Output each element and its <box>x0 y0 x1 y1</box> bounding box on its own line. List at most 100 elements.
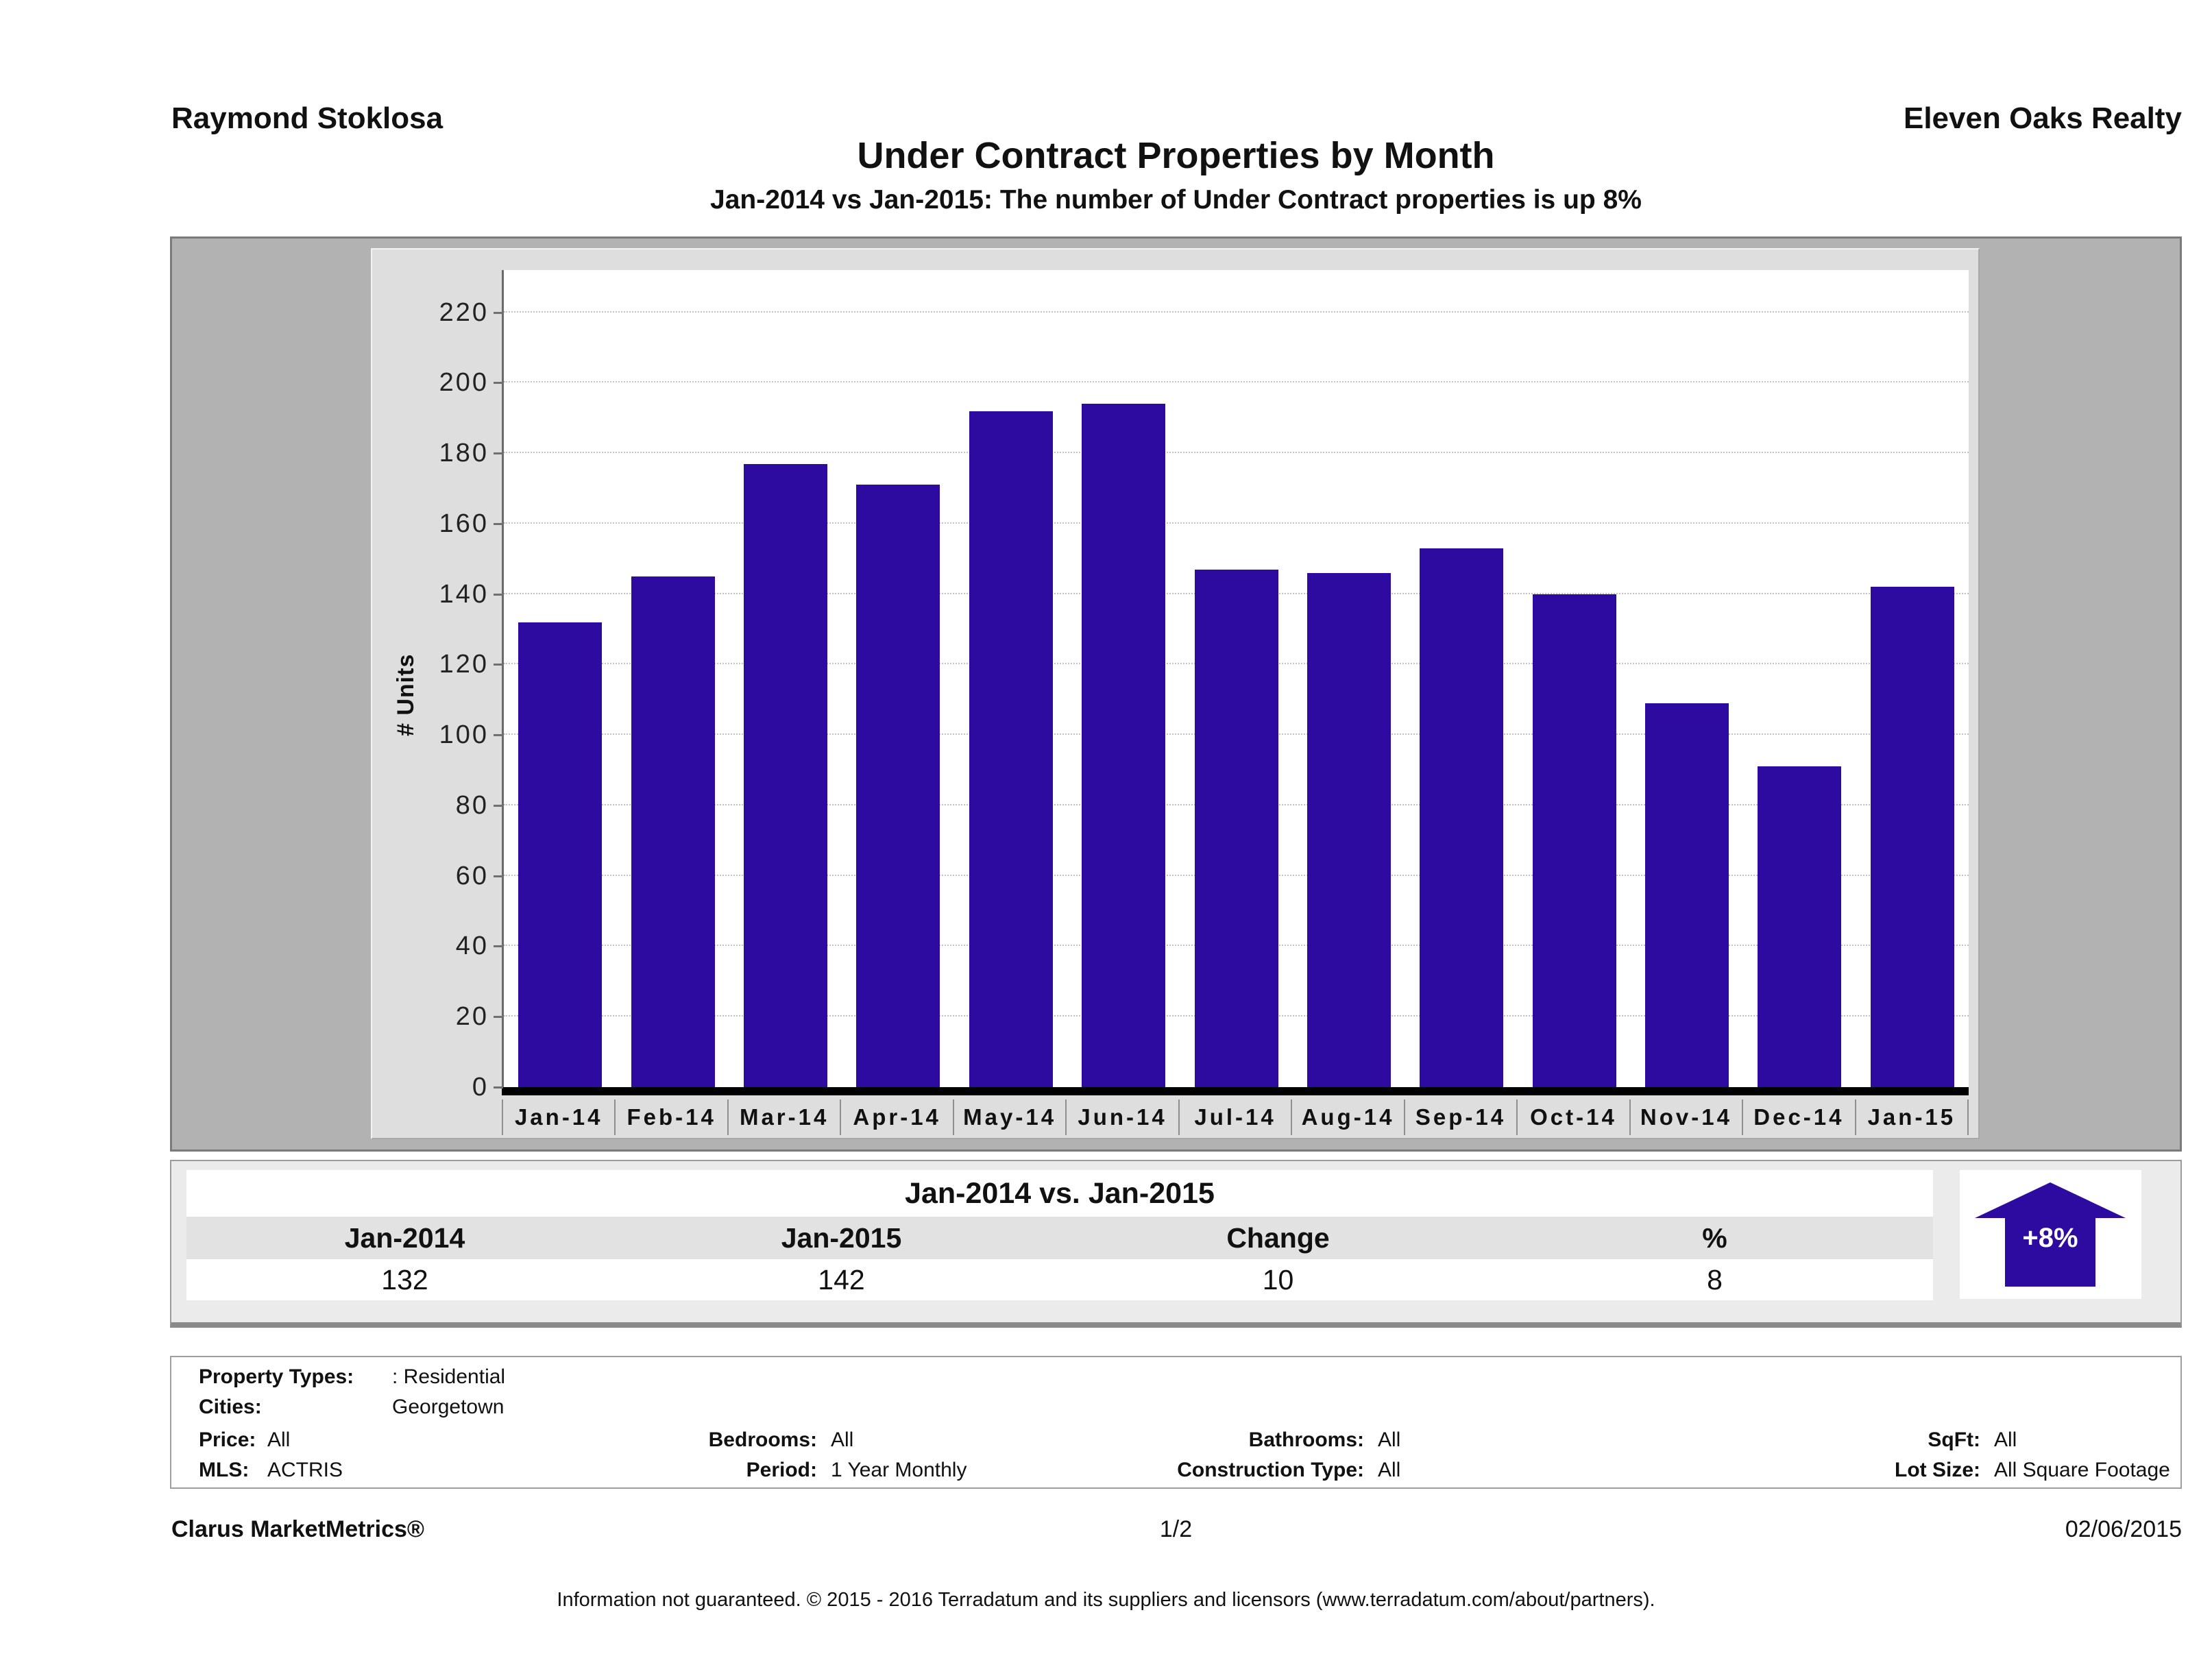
label-text: MLS: <box>199 1459 250 1481</box>
y-axis-tick <box>494 382 503 385</box>
footer-brand: Clarus MarketMetrics® <box>171 1516 424 1542</box>
value-cell: 8 <box>1707 1264 1723 1296</box>
chart-panel: # Units Jan-14 Feb-14 Mar-14 Apr-14 May-14 Ju… <box>170 236 2182 1152</box>
x-axis-tick-label: Nov-14 <box>1631 1099 1744 1135</box>
page-subtitle: Jan-2014 vs Jan-2015: The number of Unde… <box>710 185 1642 215</box>
col-header: % <box>1702 1222 1727 1254</box>
x-axis-line <box>502 1087 1969 1095</box>
filter-cities-label: Cities: <box>199 1396 262 1419</box>
filter-bathrooms-label: Bathrooms: <box>1248 1428 1364 1451</box>
comparison-header-row: Jan-2014 Jan-2015 Change % <box>186 1217 1933 1259</box>
company-name: Eleven Oaks Realty <box>1903 101 2182 135</box>
value-cell: 10 <box>1262 1264 1294 1296</box>
filter-mls-value: ACTRIS <box>267 1459 343 1481</box>
plot-area <box>502 270 1969 1087</box>
x-axis-tick-label: May-14 <box>954 1099 1067 1135</box>
filter-sqft-label: SqFt: <box>1928 1428 1980 1451</box>
filter-property-types-value: : Residential <box>392 1365 506 1388</box>
x-axis-tick-label: Jul-14 <box>1180 1099 1293 1135</box>
y-axis-tick <box>494 734 503 737</box>
label-text: Price: <box>199 1428 256 1451</box>
x-axis-tick-label: Feb-14 <box>616 1099 729 1135</box>
y-axis-tick-label: 160 <box>439 509 489 538</box>
y-axis-tick <box>494 875 503 877</box>
filter-lot-size-value: All Square Footage <box>1994 1459 2170 1481</box>
filter-mls-label: MLS: <box>199 1459 249 1482</box>
comparison-value-row: 132 142 10 8 <box>186 1259 1933 1300</box>
y-axis-tick-label: 40 <box>455 932 489 961</box>
gridline <box>504 522 1969 524</box>
filter-price-value: All <box>267 1428 291 1451</box>
filter-property-types-label: Property Types: <box>199 1365 354 1389</box>
y-axis-tick-label: 20 <box>455 1002 489 1032</box>
filter-period-value: 1 Year Monthly <box>831 1459 967 1481</box>
filter-construction-value: All <box>1378 1459 1401 1481</box>
trend-badge-label: +8% <box>2022 1223 2078 1253</box>
bar-Jul-14 <box>1194 569 1278 1087</box>
filter-construction-label: Construction Type: <box>1177 1459 1364 1481</box>
x-axis-tick-label: Oct-14 <box>1518 1099 1631 1135</box>
y-axis-tick <box>494 804 503 807</box>
y-axis-tick-label: 140 <box>439 579 489 609</box>
bar-Nov-14 <box>1645 703 1729 1087</box>
col-header: Jan-2015 <box>781 1222 902 1254</box>
x-axis-tick-label: Apr-14 <box>841 1099 954 1135</box>
up-arrow-icon: +8% <box>1975 1182 2126 1287</box>
bar-Apr-14 <box>856 485 940 1087</box>
x-axis-tick-label: Mar-14 <box>729 1099 842 1135</box>
footer-date: 02/06/2015 <box>2065 1516 2182 1542</box>
y-axis-tick <box>494 945 503 948</box>
y-axis-tick <box>494 1016 503 1019</box>
y-axis-tick-label: 100 <box>439 720 489 750</box>
bar-Feb-14 <box>631 576 715 1087</box>
gridline <box>504 452 1969 454</box>
y-axis-tick-label: 120 <box>439 650 489 679</box>
comparison-table: Jan-2014 vs. Jan-2015 Jan-2014 Jan-2015 … <box>186 1170 1933 1300</box>
filter-bedrooms-label: Bedrooms: <box>708 1428 817 1451</box>
gridline <box>504 381 1969 383</box>
filter-bathrooms-value: All <box>1378 1428 1401 1451</box>
y-axis-tick <box>494 1086 503 1089</box>
y-axis-tick <box>494 311 503 314</box>
agent-name: Raymond Stoklosa <box>171 101 443 135</box>
label-text: Property Types: <box>199 1365 354 1388</box>
bar-Jan-15 <box>1870 587 1954 1087</box>
trend-badge: +8% <box>1960 1170 2141 1299</box>
filter-lot-size-label: Lot Size: <box>1895 1459 1980 1481</box>
filter-bedrooms-value: All <box>831 1428 854 1451</box>
x-axis-tick-label: Aug-14 <box>1292 1099 1405 1135</box>
gridline <box>504 311 1969 313</box>
y-axis-tick-label: 80 <box>455 790 489 820</box>
y-axis-tick-label: 0 <box>472 1073 489 1102</box>
bar-May-14 <box>969 411 1053 1087</box>
y-axis-tick-label: 220 <box>439 297 489 327</box>
value-cell: 142 <box>818 1264 865 1296</box>
x-axis-labels: Jan-14 Feb-14 Mar-14 Apr-14 May-14 Jun-14 Jul-… <box>502 1099 1969 1135</box>
page-title: Under Contract Properties by Month <box>857 135 1495 176</box>
x-axis-tick-label: Jan-15 <box>1856 1099 1969 1135</box>
filters-panel: Property Types: : Residential Cities: Ge… <box>170 1356 2182 1489</box>
y-axis-tick-label: 200 <box>439 368 489 398</box>
bar-Jun-14 <box>1082 404 1166 1087</box>
comparison-panel: Jan-2014 vs. Jan-2015 Jan-2014 Jan-2015 … <box>170 1160 2182 1328</box>
filter-sqft-value: All <box>1994 1428 2017 1451</box>
bar-Sep-14 <box>1420 548 1504 1087</box>
y-axis-tick-label: 60 <box>455 861 489 890</box>
bar-Jan-14 <box>518 622 603 1087</box>
filter-cities-value: Georgetown <box>392 1396 505 1418</box>
footer-page-number: 1/2 <box>1159 1516 1193 1542</box>
col-header: Change <box>1226 1222 1330 1254</box>
label-text: Cities: <box>199 1396 262 1418</box>
y-axis-tick <box>494 522 503 525</box>
y-axis-tick <box>494 664 503 666</box>
x-axis-tick-label: Jun-14 <box>1067 1099 1180 1135</box>
comparison-title: Jan-2014 vs. Jan-2015 <box>186 1170 1933 1217</box>
filter-price-label: Price: <box>199 1428 256 1452</box>
footer-disclaimer: Information not guaranteed. © 2015 - 201… <box>557 1589 1655 1611</box>
bar-Mar-14 <box>743 463 827 1087</box>
y-axis-tick <box>494 452 503 455</box>
chart-surface: # Units Jan-14 Feb-14 Mar-14 Apr-14 May-14 Ju… <box>371 248 1980 1139</box>
y-axis-tick-label: 180 <box>439 439 489 468</box>
col-header: Jan-2014 <box>344 1222 465 1254</box>
bar-Dec-14 <box>1758 766 1842 1087</box>
